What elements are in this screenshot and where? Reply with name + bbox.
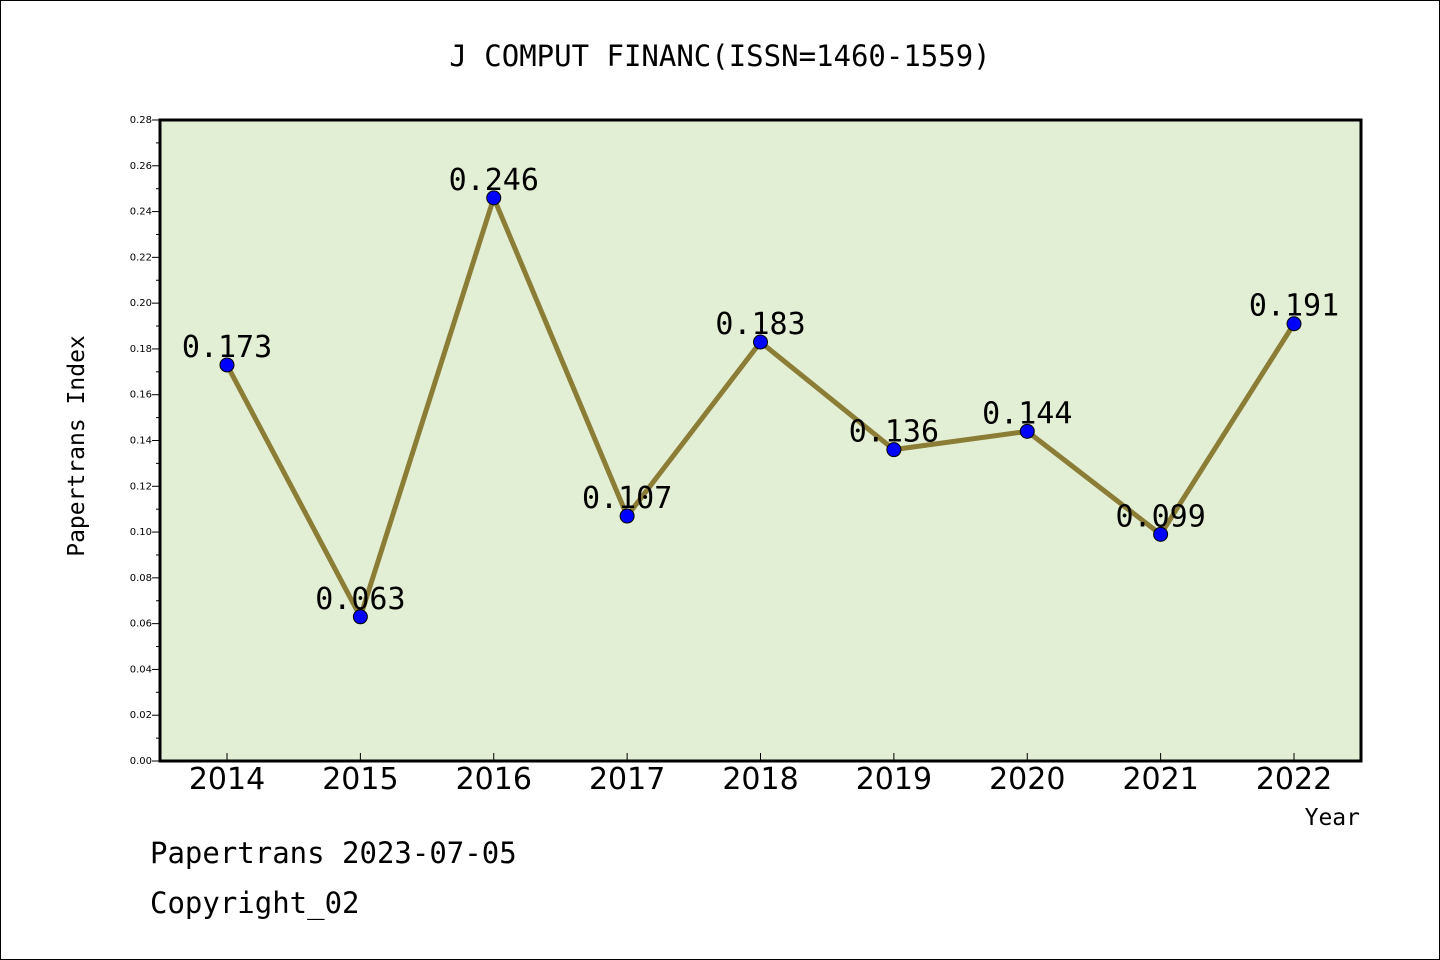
plot-area [158,118,1363,763]
data-point [1286,316,1302,332]
data-point [352,609,368,625]
y-tick-label: 0.28 [130,115,152,126]
data-label: 0.173 [182,330,272,365]
footer-copyright: Copyright_02 [150,886,360,920]
y-tick-label: 0.18 [130,344,152,355]
y-tick-label: 0.16 [130,390,152,401]
x-tick-label: 2017 [589,762,665,797]
data-label: 0.063 [315,582,405,617]
data-label: 0.246 [449,163,539,198]
y-axis: 0.00 0.02 0.04 0.06 0.08 0.10 0.12 0.14 0.16 0.18… [130,115,160,767]
chart-title: J COMPUT FINANC(ISSN=1460-1559) [449,39,990,73]
footer-date: Papertrans 2023-07-05 [150,836,517,870]
x-tick-label: 2016 [456,762,532,797]
data-label: 0.136 [849,415,939,450]
data-label: 0.183 [715,307,805,342]
y-tick-label: 0.00 [130,756,152,767]
y-axis-label: Papertrans Index [64,335,90,557]
data-point [1153,526,1169,542]
y-tick-label: 0.10 [130,527,152,538]
x-tick-label: 2019 [856,762,932,797]
data-point [619,508,635,524]
y-tick-label: 0.06 [130,619,152,630]
y-tick-label: 0.22 [130,252,152,263]
x-tick-label: 2021 [1122,762,1198,797]
data-label: 0.099 [1115,499,1205,534]
data-label: 0.191 [1249,289,1339,324]
y-tick-label: 0.04 [130,664,152,675]
y-tick-label: 0.26 [130,161,152,172]
x-tick-label: 2022 [1256,762,1332,797]
y-tick-label: 0.14 [130,436,152,447]
data-markers [219,190,1302,625]
y-tick-label: 0.20 [130,298,152,309]
x-axis: 2014 2015 2016 2017 2018 2019 2020 2021 2022 [189,753,1332,797]
y-tick-label: 0.12 [130,481,152,492]
x-axis-label: Year [1305,805,1360,831]
data-point [1019,423,1035,439]
data-point [486,190,502,206]
x-tick-label: 2018 [722,762,798,797]
y-tick-label: 0.02 [130,710,152,721]
data-point [219,357,235,373]
data-point [886,442,902,458]
data-label: 0.144 [982,396,1072,431]
x-tick-label: 2014 [189,762,265,797]
data-label: 0.107 [582,481,672,516]
y-tick-label: 0.24 [130,207,152,218]
y-tick-label: 0.08 [130,573,152,584]
data-labels: 0.173 0.063 0.246 0.107 0.183 0.136 0.144 0.099… [182,163,1339,617]
data-point [753,334,768,350]
x-tick-label: 2015 [322,762,398,797]
x-tick-label: 2020 [989,762,1065,797]
